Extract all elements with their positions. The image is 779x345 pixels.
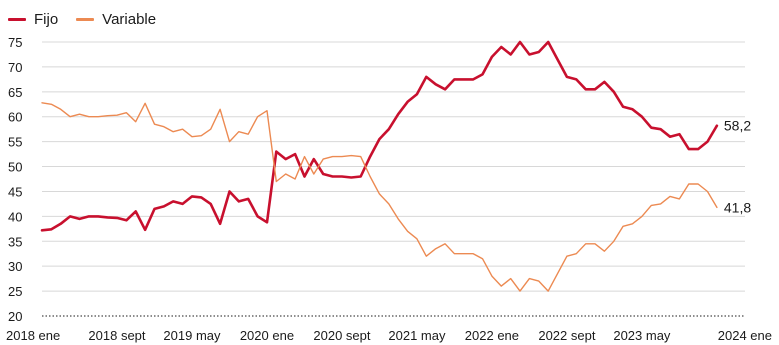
y-axis-ticks: 20 25 30 35 40 45 50 55 60 65 70 75 — [8, 35, 22, 324]
y-tick-label-25: 25 — [8, 284, 22, 299]
legend-item-fijo[interactable]: Fijo — [8, 11, 58, 28]
x-tick-label-2023-05: 2023 may — [613, 328, 671, 343]
y-tick-label-45: 45 — [8, 184, 22, 199]
y-tick-label-50: 50 — [8, 160, 22, 175]
x-tick-label-2022-01: 2022 ene — [465, 328, 519, 343]
end-labels: 58,2 41,8 — [724, 118, 751, 216]
legend-swatch-variable — [76, 17, 95, 21]
x-tick-label-2022-09: 2022 sept — [538, 328, 595, 343]
y-tick-label-65: 65 — [8, 85, 22, 100]
x-tick-label-2020-01: 2020 ene — [240, 328, 294, 343]
y-tick-label-35: 35 — [8, 234, 22, 249]
end-label-variable: 41,8 — [724, 199, 751, 215]
x-tick-label-2018-09: 2018 sept — [88, 328, 145, 343]
x-axis-ticks: 2018 ene 2018 sept 2019 may 2020 ene 2020 se… — [6, 328, 772, 343]
x-tick-label-2018-01: 2018 ene — [6, 328, 60, 343]
legend-label-variable: Variable — [102, 10, 157, 28]
legend-swatch-fijo — [8, 17, 26, 21]
series-lines — [40, 40, 719, 292]
x-tick-label-2021-05: 2021 may — [388, 328, 446, 343]
y-tick-label-70: 70 — [8, 60, 22, 75]
legend-item-variable[interactable]: Variable — [76, 11, 156, 28]
end-label-fijo: 58,2 — [724, 118, 751, 134]
y-tick-label-40: 40 — [8, 209, 22, 224]
legend-label-fijo: Fijo — [34, 10, 59, 28]
chart-legend: Fijo Variable — [8, 8, 156, 30]
grid-lines — [42, 41, 745, 317]
x-tick-label-2019-05: 2019 may — [163, 328, 221, 343]
y-tick-label-20: 20 — [8, 309, 22, 324]
y-tick-label-55: 55 — [8, 135, 22, 150]
y-tick-label-60: 60 — [8, 110, 22, 125]
y-tick-label-75: 75 — [8, 35, 22, 50]
x-tick-label-2024-01: 2024 ene — [718, 328, 772, 343]
series-line-fijo[interactable] — [40, 40, 719, 232]
series-line-variable[interactable] — [41, 102, 718, 292]
x-tick-label-2020-09: 2020 sept — [313, 328, 370, 343]
y-tick-label-30: 30 — [8, 259, 22, 274]
